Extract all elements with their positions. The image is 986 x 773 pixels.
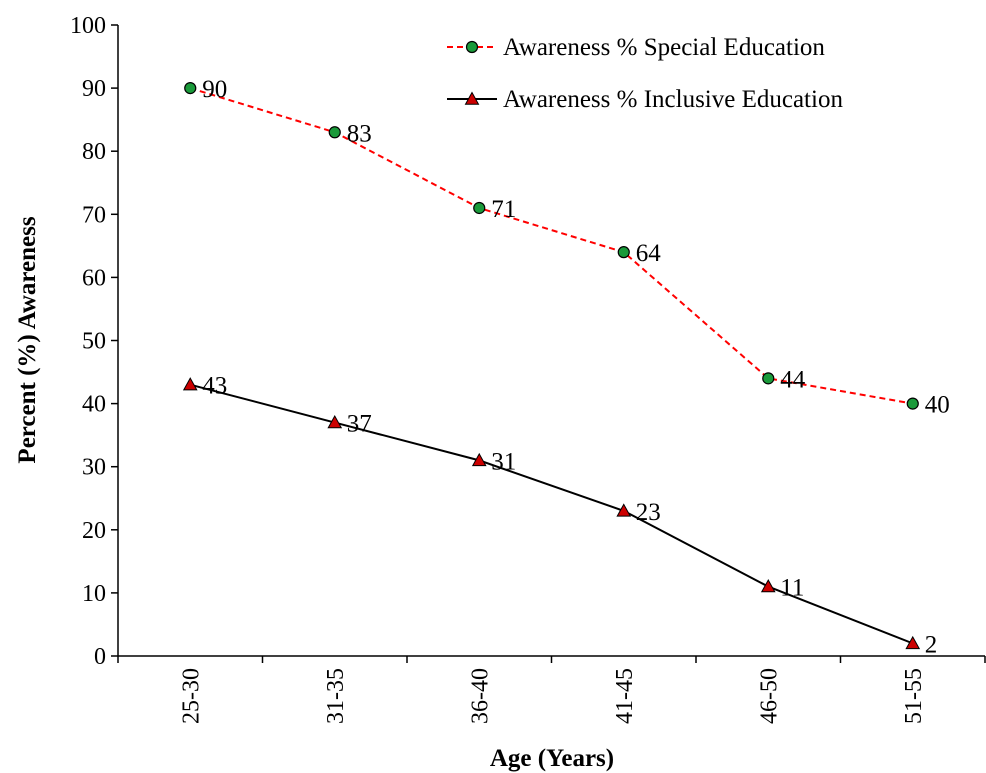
y-axis-title: Percent (%) Awareness	[14, 216, 41, 463]
x-ticks: 25-30 31-35 36-40 41-45 46-50 51-55	[117, 656, 986, 724]
series-lines	[189, 87, 914, 645]
y-ticks: 0 10 20 30 40 50 60 70 80 90 100	[70, 13, 118, 670]
series-line-2	[189, 383, 914, 645]
y-tick-label: 50	[82, 329, 106, 355]
data-label: 83	[347, 120, 372, 147]
y-tick-label: 70	[82, 202, 106, 228]
data-point	[328, 126, 341, 139]
data-point	[473, 201, 486, 215]
x-tick-label: 51-55	[901, 668, 927, 724]
data-label: 37	[347, 411, 372, 438]
data-point	[762, 372, 775, 385]
y-tick-label: 10	[82, 581, 106, 607]
legend: Awareness % Special Education Awareness %…	[447, 34, 843, 113]
data-labels: 90 83 71 64 44 40 43 37 31 23 11 2	[202, 76, 950, 658]
data-point	[760, 579, 776, 593]
series-line-1	[189, 87, 913, 405]
y-tick-label: 60	[82, 265, 106, 291]
y-tick-label: 40	[82, 392, 106, 418]
x-axis-title: Age (Years)	[490, 745, 614, 772]
data-label: 40	[925, 392, 950, 419]
data-label: 11	[780, 575, 804, 602]
data-label: 31	[491, 448, 516, 475]
series-markers	[182, 81, 921, 650]
x-tick-label: 41-45	[612, 668, 638, 724]
data-point	[906, 397, 919, 410]
data-label: 43	[202, 373, 227, 400]
x-tick-label: 25-30	[178, 668, 204, 724]
x-tick-label: 36-40	[467, 668, 493, 724]
data-point	[616, 503, 632, 517]
y-tick-label: 90	[82, 76, 106, 102]
data-label: 44	[780, 366, 806, 393]
y-tick-label: 20	[82, 518, 106, 544]
data-point	[327, 415, 343, 429]
data-label: 71	[491, 196, 516, 223]
data-label: 2	[925, 631, 938, 658]
y-tick-label: 30	[82, 455, 106, 481]
data-label: 23	[636, 499, 661, 526]
x-tick-label: 46-50	[756, 668, 782, 724]
x-tick-label: 31-35	[323, 668, 349, 724]
data-point	[471, 452, 487, 467]
data-label: 90	[202, 76, 227, 103]
data-point	[182, 377, 198, 391]
data-point	[905, 635, 921, 650]
y-tick-label: 80	[82, 139, 106, 165]
legend-label: Awareness % Inclusive Education	[503, 86, 843, 113]
legend-marker	[465, 40, 479, 54]
y-tick-label: 100	[70, 13, 106, 39]
data-label: 64	[636, 240, 662, 267]
data-point	[617, 246, 630, 259]
y-tick-label: 0	[94, 644, 106, 670]
axes	[117, 25, 985, 657]
legend-label: Awareness % Special Education	[503, 34, 825, 61]
legend-marker	[464, 91, 480, 105]
data-point	[184, 81, 197, 95]
